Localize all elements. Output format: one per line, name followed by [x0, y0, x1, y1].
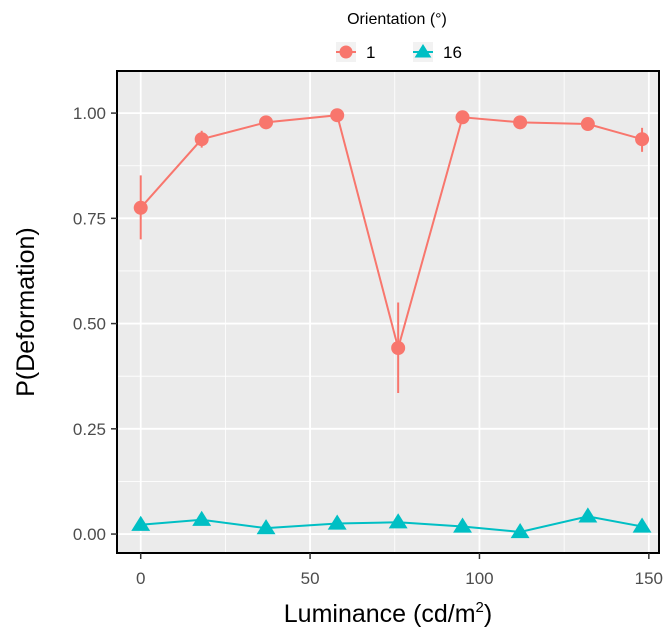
- y-tick-label: 0.00: [73, 525, 106, 544]
- minor-gridlines: [117, 71, 659, 553]
- data-point-circle: [330, 108, 345, 123]
- legend-label: 1: [366, 43, 375, 62]
- data-point-circle: [133, 200, 148, 215]
- series-1: [133, 108, 650, 394]
- data-point-triangle: [192, 510, 212, 526]
- data-point-triangle: [578, 507, 598, 523]
- data-point-triangle: [131, 515, 151, 531]
- y-tick-label: 0.50: [73, 315, 106, 334]
- major-gridlines: [117, 71, 659, 553]
- legend-item-1: 1: [336, 42, 375, 62]
- data-point-circle: [391, 340, 406, 355]
- data-point-triangle: [453, 517, 472, 533]
- legend-title: Orientation (°): [347, 11, 447, 28]
- data-point-circle: [635, 132, 650, 147]
- data-point-triangle: [256, 519, 276, 535]
- x-axis-title: Luminance (cd/m2): [284, 599, 492, 628]
- y-tick-label: 0.25: [73, 420, 106, 439]
- x-tick-label: 0: [136, 569, 145, 588]
- legend-key-circle: [339, 45, 353, 59]
- x-tick-label: 150: [635, 569, 663, 588]
- legend: Orientation (°) 1 16: [336, 11, 462, 62]
- series-layer: [131, 108, 652, 539]
- data-point-triangle: [632, 517, 652, 533]
- y-tick-label: 0.75: [73, 209, 106, 228]
- data-point-triangle: [510, 522, 530, 539]
- legend-key-triangle: [414, 44, 432, 58]
- data-point-circle: [259, 115, 274, 130]
- y-axis-title: P(Deformation): [12, 227, 40, 397]
- axis-ticks: 0 50 100 150 0.00 0.25 0.50 0.75 1.00: [73, 104, 663, 588]
- data-point-triangle: [327, 514, 347, 530]
- y-tick-label: 1.00: [73, 104, 106, 123]
- legend-item-16: 16: [413, 42, 462, 62]
- x-tick-label: 100: [465, 569, 493, 588]
- legend-items: 1 16: [336, 42, 462, 62]
- data-point-circle: [513, 115, 528, 130]
- legend-label: 16: [443, 43, 462, 62]
- data-point-circle: [455, 110, 470, 125]
- data-point-circle: [580, 117, 595, 132]
- plot-border: [116, 70, 660, 554]
- series-16: [131, 507, 652, 539]
- data-point-circle: [194, 132, 209, 147]
- data-point-triangle: [388, 513, 408, 529]
- x-tick-label: 50: [301, 569, 320, 588]
